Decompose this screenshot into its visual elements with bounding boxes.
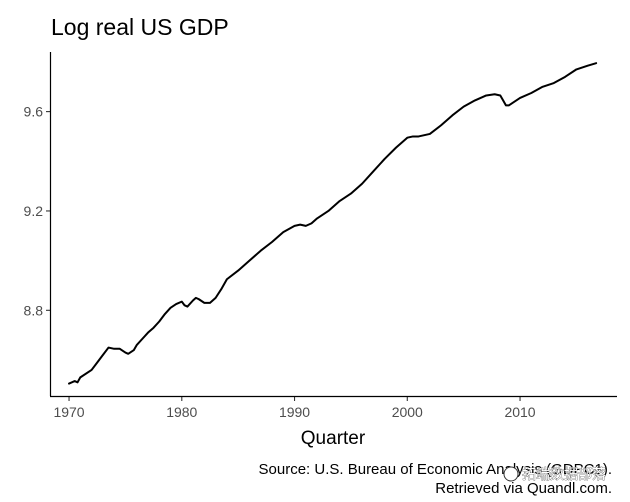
caption-line-1: Source: U.S. Bureau of Economic Analysis… [259,461,612,478]
chart-title: Log real US GDP [51,14,229,40]
x-tick-label: 1970 [53,404,84,420]
y-tick-label: 9.2 [24,203,44,219]
y-tick-label: 9.6 [24,104,44,120]
gdp-series-line [68,62,598,385]
caption-line-2: Retrieved via Quandl.com. [435,480,612,497]
x-tick-label: 1980 [166,404,197,420]
x-axis-label: Quarter [301,428,366,449]
watermark: 拓端数据部落 [503,466,606,483]
y-tick-label: 8.8 [24,302,44,318]
watermark-text: 拓端数据部落 [522,467,606,483]
y-axis-ticks: 8.8 9.2 9.6 [24,104,51,318]
x-tick-label: 1990 [279,404,310,420]
x-axis-ticks: 1970 1980 1990 2000 2010 [53,396,536,420]
x-tick-label: 2010 [504,404,535,420]
watermark-logo-icon [503,466,519,482]
x-tick-label: 2000 [392,404,423,420]
